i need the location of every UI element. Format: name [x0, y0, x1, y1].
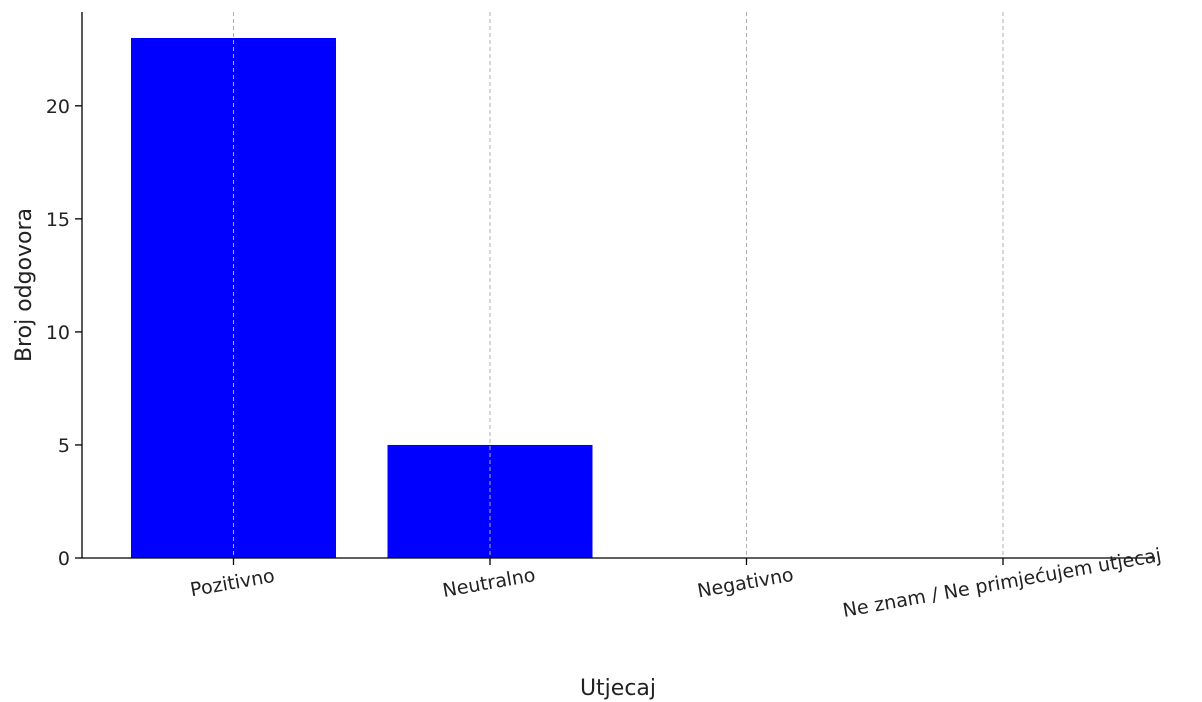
y-tick-label: 20 — [46, 96, 70, 118]
bars — [131, 38, 593, 558]
grid-lines — [233, 12, 1004, 558]
x-axis-label: Utjecaj — [580, 676, 656, 701]
bar-pozitivno — [131, 38, 336, 558]
y-tick-label: 10 — [46, 322, 70, 344]
axes — [81, 12, 1155, 559]
y-axis-label: Broj odgovora — [12, 208, 37, 362]
y-tick-label: 15 — [46, 209, 70, 231]
y-tick-label: 5 — [58, 435, 70, 457]
x-tick-label: Negativno — [696, 564, 796, 603]
x-tick-label: Ne znam / Ne primjećujem utjecaj — [841, 544, 1163, 622]
y-ticks: 0 5 10 15 20 — [46, 96, 82, 570]
y-tick-label: 0 — [58, 548, 70, 570]
x-tick-label: Pozitivno — [189, 565, 277, 601]
x-tick-label: Neutralno — [441, 564, 537, 602]
